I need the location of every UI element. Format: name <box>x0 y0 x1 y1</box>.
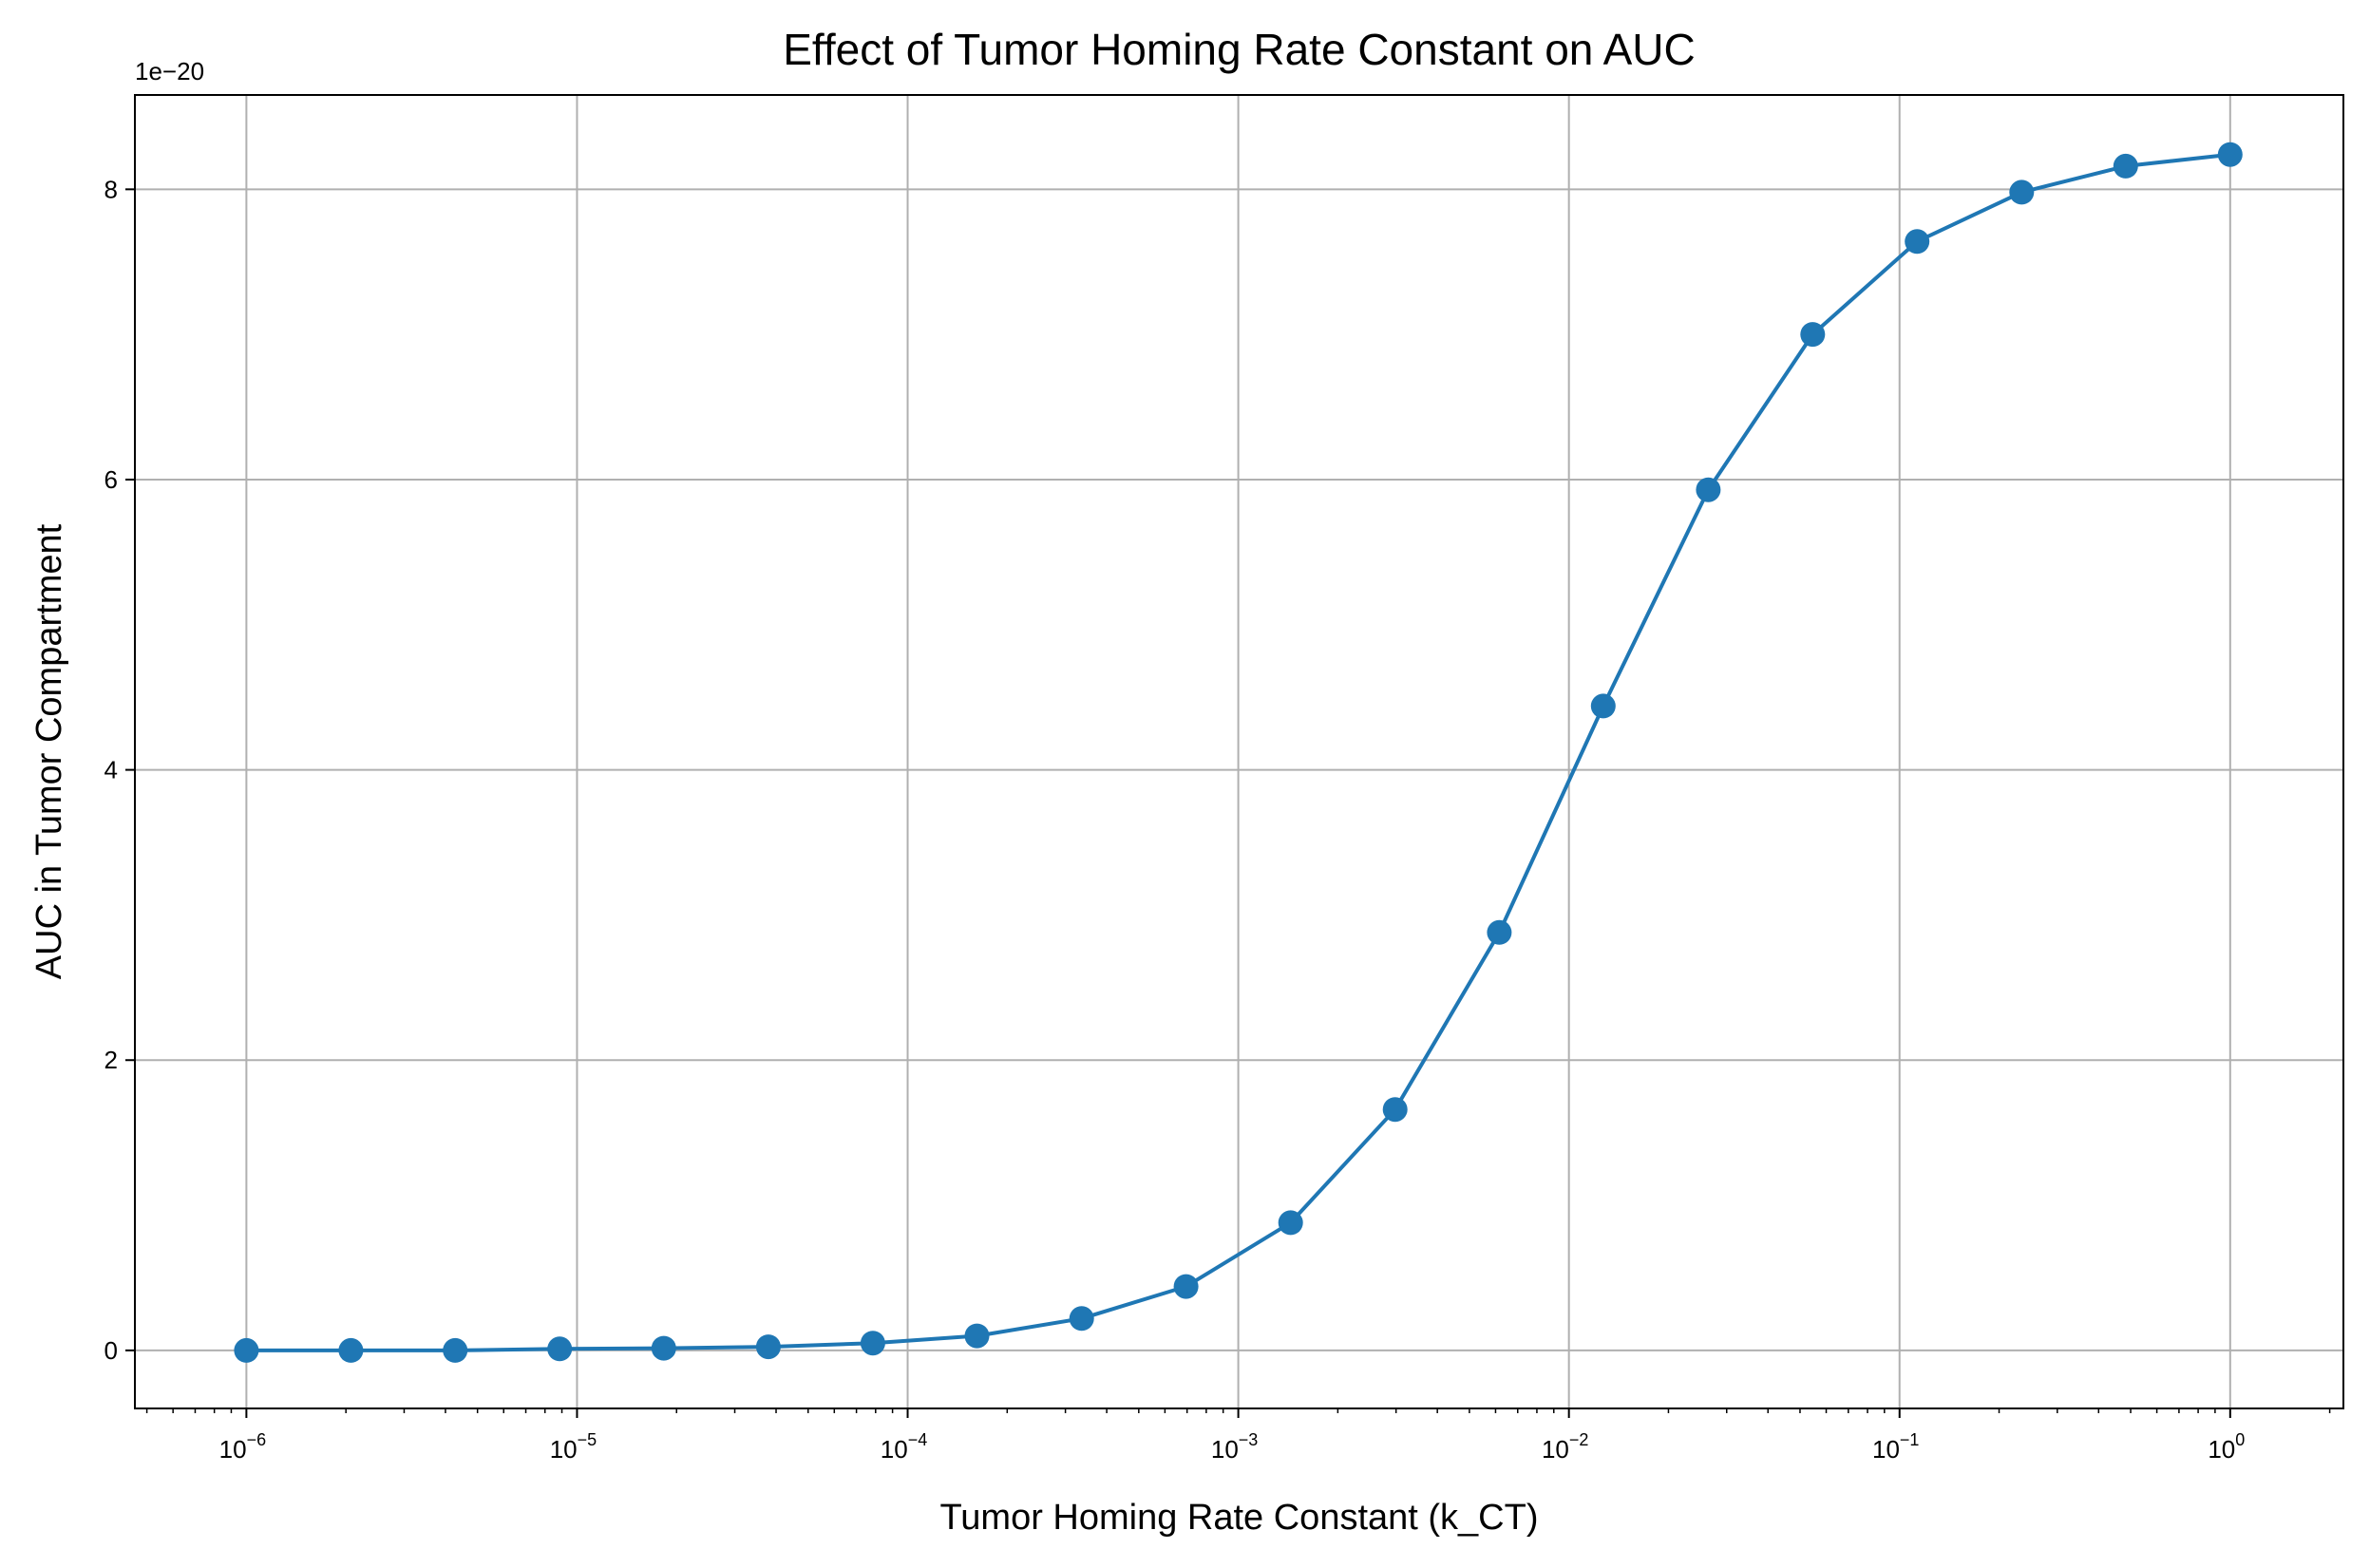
data-point <box>1696 477 1721 502</box>
data-point <box>1590 693 1616 719</box>
x-tick-base: 10 <box>881 1435 908 1464</box>
x-tick-exponent: −4 <box>908 1430 928 1449</box>
series-layer <box>246 152 2231 1352</box>
x-tick-exponent: −6 <box>247 1430 267 1449</box>
y-tick-label: 4 <box>104 756 118 784</box>
data-point <box>1069 1306 1094 1332</box>
data-point <box>2113 153 2138 179</box>
x-tick-label: 10−6 <box>219 1430 266 1464</box>
data-point <box>860 1331 885 1356</box>
x-tick-base: 10 <box>2208 1435 2235 1464</box>
data-point <box>1800 322 1826 348</box>
grid-lines <box>135 95 2343 1408</box>
x-tick-label: 10−1 <box>1872 1430 1919 1464</box>
y-axis-label: AUC in Tumor Compartment <box>29 523 69 979</box>
data-point <box>2217 142 2243 167</box>
y-tick-label: 0 <box>104 1336 118 1365</box>
x-tick-base: 10 <box>1211 1435 1239 1464</box>
x-tick-exponent: −2 <box>1569 1430 1589 1449</box>
data-point <box>2009 179 2035 205</box>
x-tick-exponent: −1 <box>1900 1430 1920 1449</box>
y-tick-label: 6 <box>104 465 118 494</box>
x-tick-exponent: −5 <box>578 1430 597 1449</box>
x-tick-label: 10−5 <box>550 1430 597 1464</box>
data-point <box>755 1334 781 1360</box>
x-tick-base: 10 <box>219 1435 247 1464</box>
y-axis-ticks: 0 2 4 6 8 <box>104 175 135 1365</box>
y-axis-offset-label: 1e−20 <box>135 57 204 85</box>
data-point <box>1905 229 1930 255</box>
data-point <box>234 1337 259 1363</box>
data-point <box>338 1337 364 1363</box>
chart-title: Effect of Tumor Homing Rate Constant on … <box>783 25 1696 74</box>
y-tick-label: 8 <box>104 175 118 203</box>
data-point <box>1487 919 1512 945</box>
data-point <box>1278 1210 1303 1236</box>
data-point <box>964 1323 990 1349</box>
marker-layer <box>234 142 2243 1363</box>
x-tick-label: 100 <box>2208 1430 2245 1464</box>
data-point <box>443 1337 468 1363</box>
x-axis-label: Tumor Homing Rate Constant (k_CT) <box>939 1498 1538 1538</box>
x-tick-exponent: −3 <box>1239 1430 1259 1449</box>
y-tick-label: 2 <box>104 1046 118 1074</box>
x-tick-label: 10−3 <box>1211 1430 1258 1464</box>
data-point <box>1173 1274 1199 1299</box>
x-tick-base: 10 <box>1872 1435 1900 1464</box>
x-tick-label: 10−2 <box>1542 1430 1588 1464</box>
x-axis-ticks: 10−6 10−5 10−4 10−3 10−2 10−1 100 <box>145 1408 2331 1464</box>
data-point <box>547 1336 573 1362</box>
data-point <box>651 1335 676 1361</box>
x-tick-exponent: 0 <box>2235 1430 2245 1449</box>
x-tick-base: 10 <box>550 1435 578 1464</box>
series-line <box>246 152 2231 1352</box>
x-tick-label: 10−4 <box>881 1430 927 1464</box>
data-point <box>1382 1097 1408 1123</box>
x-tick-base: 10 <box>1542 1435 1569 1464</box>
